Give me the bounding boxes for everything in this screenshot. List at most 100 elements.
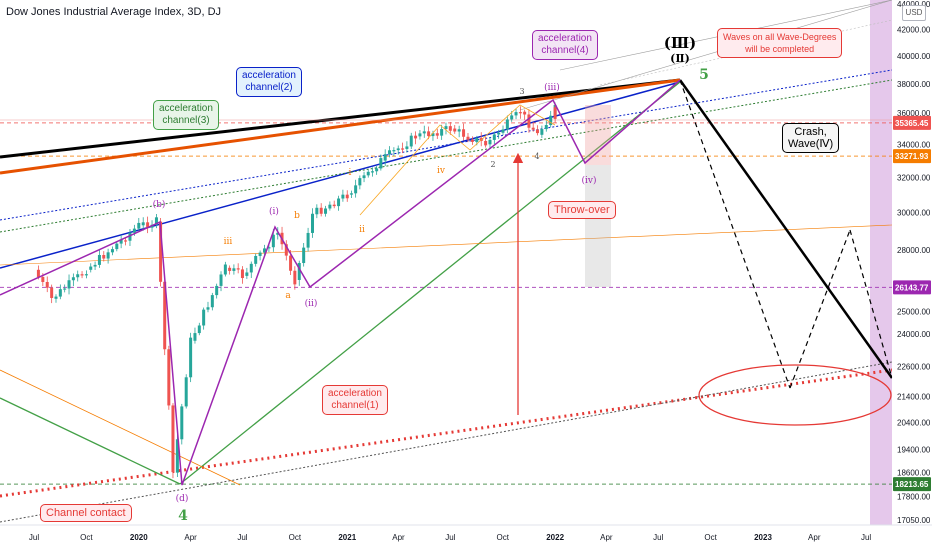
projection-dashed-2	[789, 229, 851, 389]
wave-label: (iii)	[544, 82, 560, 93]
chart-title: Dow Jones Industrial Average Index, 3D, …	[6, 6, 222, 18]
wave-label: b	[294, 211, 300, 221]
candle-body	[328, 204, 332, 209]
wave-label: i	[349, 168, 352, 178]
candle-body	[271, 234, 275, 248]
price-tick: 21400.00	[897, 392, 931, 401]
candle-body	[206, 307, 210, 310]
price-tick: 24000.00	[897, 330, 931, 339]
price-tick: 36000.00	[897, 109, 931, 118]
candle-body	[132, 228, 136, 233]
candle-body	[375, 168, 379, 172]
currency-badge[interactable]: USD	[902, 5, 926, 21]
wave-label: (b)	[153, 199, 166, 210]
candle-body	[284, 244, 288, 256]
candlestick-series	[36, 102, 557, 479]
candle-body	[392, 150, 396, 152]
lower-channel-dotted	[0, 361, 893, 523]
wave-label: (d)	[176, 493, 189, 504]
candle-body	[50, 287, 54, 298]
candle-body	[349, 193, 353, 195]
time-tick: 2021	[338, 533, 356, 542]
candle-body	[175, 439, 179, 473]
wave-label: 4	[534, 152, 539, 161]
candle-body	[388, 150, 392, 155]
time-tick: 2022	[546, 533, 564, 542]
candle-body	[197, 325, 201, 334]
candle-body	[306, 232, 310, 248]
candle-body	[358, 178, 362, 186]
candle-body	[97, 254, 101, 265]
candle-body	[337, 198, 341, 207]
candle-body	[409, 135, 413, 147]
price-tag: 35365.45	[895, 119, 929, 128]
candle-body	[267, 247, 271, 249]
candle-body	[189, 337, 193, 378]
candle-body	[245, 272, 249, 276]
wave-label: (Ⅲ)	[664, 34, 696, 52]
candle-body	[128, 232, 132, 241]
candle-body	[440, 129, 444, 136]
annotation-waves-completed: Waves on all Wave-Degrees will be comple…	[717, 28, 843, 58]
candle-body	[124, 240, 128, 242]
acceleration-channel-1	[0, 368, 893, 498]
candle-body	[202, 309, 206, 326]
price-tick: 44000.00	[897, 0, 931, 9]
candle-body	[518, 112, 522, 114]
annotation-acc-channel-3: acceleration channel(3)	[153, 100, 219, 130]
price-tick: 40000.00	[897, 52, 931, 61]
candle-body	[110, 249, 114, 253]
candle-body	[154, 217, 158, 225]
candle-body	[319, 207, 323, 214]
candle-body	[58, 289, 62, 297]
channel-black	[0, 78, 681, 159]
candle-body	[67, 280, 71, 289]
candle-body	[405, 146, 409, 149]
candle-body	[76, 274, 80, 278]
candle-body	[484, 140, 488, 146]
price-tick: 19400.00	[897, 446, 931, 455]
time-tick: Oct	[704, 533, 717, 542]
candle-body	[341, 194, 345, 199]
annotation-acc-channel-2: acceleration channel(2)	[236, 67, 302, 97]
wave-label: (Ⅱ)	[670, 52, 690, 65]
time-tick: 2023	[754, 533, 772, 542]
annotation-acc-channel-4: acceleration channel(4)	[532, 30, 598, 60]
time-tick: Oct	[289, 533, 302, 542]
channel-green-left	[0, 397, 181, 485]
candle-body	[219, 274, 223, 286]
candle-body	[531, 127, 535, 130]
candle-body	[514, 112, 518, 116]
candle-body	[159, 221, 163, 282]
price-tag: 33271.93	[895, 152, 929, 161]
candle-body	[345, 194, 349, 199]
candle-body	[289, 255, 293, 271]
candle-body	[510, 115, 514, 120]
fib-box-grey	[585, 165, 611, 287]
candle-body	[422, 131, 426, 134]
candle-body	[36, 269, 40, 277]
upper-grey	[519, 0, 893, 111]
time-axis: Jul Oct 2020 Apr Jul Oct 2021 Apr Jul Oct 2022 Apr J…	[29, 533, 872, 542]
candle-body	[311, 213, 315, 233]
price-tick: 34000.00	[897, 140, 931, 149]
candle-body	[163, 281, 167, 350]
candle-body	[263, 248, 267, 253]
candle-body	[180, 406, 184, 440]
candle-body	[232, 268, 236, 271]
candle-body	[462, 129, 466, 137]
candle-body	[141, 222, 145, 226]
wave-label: a	[285, 291, 291, 301]
candle-body	[89, 266, 93, 270]
candle-body	[115, 243, 119, 250]
orange-thin	[0, 369, 241, 486]
time-tick: Jul	[445, 533, 455, 542]
candle-body	[223, 264, 227, 275]
candle-body	[54, 296, 58, 299]
candle-body	[71, 277, 75, 281]
candle-body	[80, 274, 84, 276]
candle-body	[549, 115, 553, 126]
wave-label: (iv)	[582, 175, 597, 186]
candle-body	[228, 267, 232, 271]
